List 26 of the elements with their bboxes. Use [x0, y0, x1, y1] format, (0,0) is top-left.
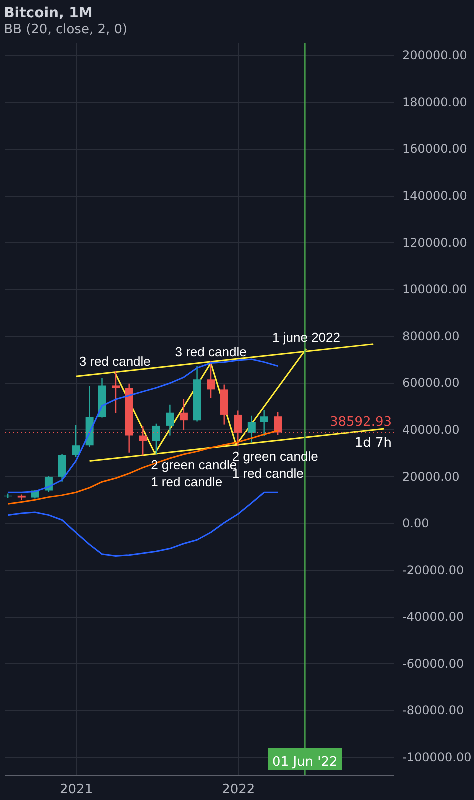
chart-title: Bitcoin, 1M — [4, 5, 93, 22]
y-tick-label: 80000.00 — [402, 329, 460, 344]
y-tick-label: -80000.00 — [402, 704, 464, 718]
ref-line-label: 01 Jun '22 — [272, 755, 338, 770]
y-tick-label: 100000.00 — [402, 282, 468, 297]
y-tick-label: 160000.00 — [402, 142, 468, 156]
y-tick-label: 60000.00 — [402, 376, 460, 390]
y-tick-label: -20000.00 — [402, 563, 464, 578]
y-tick-label: -40000.00 — [402, 610, 464, 624]
x-tick-label: 2021 — [60, 782, 94, 798]
annotation: 3 red candle — [79, 354, 151, 369]
annotation: 1 red candle — [151, 474, 223, 490]
y-tick-label: 140000.00 — [402, 189, 468, 204]
annotation: 1d 7h — [354, 436, 392, 451]
y-tick-label: 20000.00 — [402, 470, 460, 484]
y-tick-label: 120000.00 — [402, 236, 468, 250]
x-tick-label: 2022 — [222, 782, 256, 798]
y-tick-label: 200000.00 — [402, 48, 468, 63]
y-tick-label: -60000.00 — [402, 656, 464, 671]
annotation: 3 red candle — [175, 344, 247, 360]
y-tick-label: 0.00 — [402, 516, 430, 531]
y-tick-label: -100000.00 — [402, 750, 472, 764]
ref-line-label: 38592.93 — [330, 414, 392, 430]
chart-subtitle: BB (20, close, 2, 0) — [4, 22, 128, 38]
y-tick-label: 180000.00 — [402, 95, 468, 110]
y-tick-label: 40000.00 — [402, 422, 460, 437]
